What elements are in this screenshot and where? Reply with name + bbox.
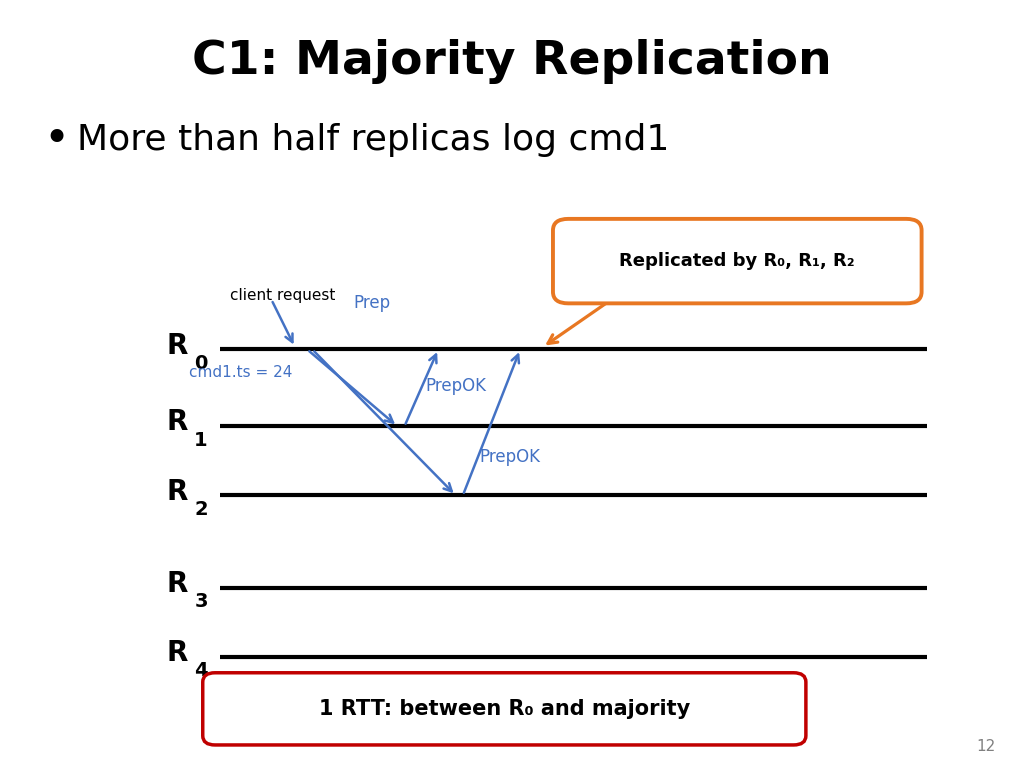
- Text: R: R: [166, 478, 187, 505]
- Text: 2: 2: [195, 500, 208, 518]
- Text: 3: 3: [195, 592, 208, 611]
- Text: 1 RTT: between R₀ and majority: 1 RTT: between R₀ and majority: [318, 699, 690, 719]
- Text: PrepOK: PrepOK: [479, 448, 541, 466]
- FancyBboxPatch shape: [553, 219, 922, 303]
- FancyBboxPatch shape: [203, 673, 806, 745]
- Text: R: R: [166, 409, 187, 436]
- Text: •: •: [43, 118, 70, 161]
- Text: 0: 0: [195, 354, 208, 372]
- Text: 12: 12: [976, 739, 995, 754]
- Text: 1: 1: [195, 431, 208, 449]
- Text: More than half replicas log cmd1: More than half replicas log cmd1: [77, 123, 669, 157]
- Text: Replicated by R₀, R₁, R₂: Replicated by R₀, R₁, R₂: [620, 252, 855, 270]
- Text: R: R: [166, 570, 187, 598]
- Text: R: R: [166, 639, 187, 667]
- Text: 4: 4: [195, 661, 208, 680]
- Text: client request: client request: [230, 288, 336, 303]
- Text: C1: Majority Replication: C1: Majority Replication: [193, 39, 831, 84]
- Text: PrepOK: PrepOK: [425, 376, 486, 395]
- Text: Prep: Prep: [353, 294, 390, 313]
- Text: cmd1.ts = 24: cmd1.ts = 24: [189, 365, 293, 380]
- Text: R: R: [166, 332, 187, 359]
